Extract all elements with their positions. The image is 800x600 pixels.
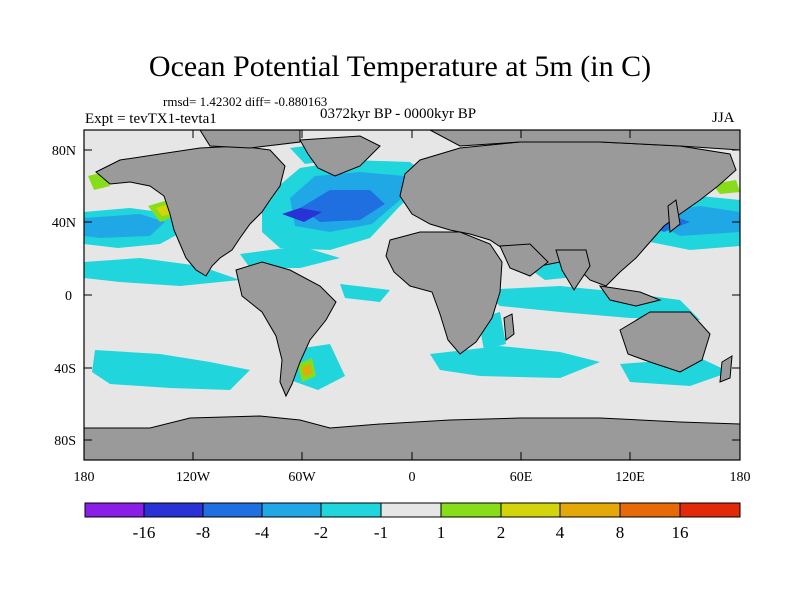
colorbar-bin	[679, 502, 741, 518]
colorbar-label: -8	[196, 523, 210, 542]
colorbar-bin	[202, 502, 263, 518]
plot-title: Ocean Potential Temperature at 5m (in C)	[148, 50, 652, 83]
anomaly-south-pacific-cool	[92, 350, 250, 390]
colorbar-label: -16	[133, 523, 156, 542]
land-japan	[667, 199, 681, 233]
land-madagascar	[503, 313, 515, 341]
land-india	[555, 249, 591, 291]
colorbar-bin	[559, 502, 621, 518]
lat-label-80n: 80N	[52, 144, 76, 159]
land-africa	[385, 231, 503, 355]
anomaly-south-indian-cool	[430, 346, 600, 378]
anomaly-tropical-pacific-cool	[84, 258, 240, 286]
land-arctic-canada	[199, 130, 301, 149]
colorbar-bin	[84, 502, 145, 518]
lat-label-0: 0	[65, 289, 72, 304]
colorbar-label: 2	[497, 523, 506, 542]
lon-axis	[83, 130, 741, 460]
colorbar-label: 4	[556, 523, 565, 542]
anomaly-equatorial-atlantic-cool	[340, 284, 390, 302]
map-panel	[84, 130, 740, 460]
land-south-america	[235, 261, 337, 398]
lat-label-40s: 40S	[54, 362, 76, 377]
experiment-label: Expt = tevTX1-tevta1	[85, 111, 217, 127]
colorbar	[84, 502, 741, 518]
anomaly-patagonia-hot	[302, 364, 312, 376]
colorbar-bin	[143, 502, 204, 518]
land-indonesia	[598, 285, 662, 307]
stats-text: rmsd= 1.42302 diff= -0.880163	[163, 94, 328, 109]
anomaly-layer	[84, 144, 740, 390]
colorbar-bin	[440, 502, 502, 518]
colorbar-label: 8	[616, 523, 625, 542]
land-greenland	[299, 135, 381, 177]
land-layer	[84, 130, 740, 460]
lon-label-0: 0	[409, 470, 416, 485]
anomaly-north-pacific-cooler	[84, 214, 165, 238]
anomaly-indian-ocean-cool	[480, 286, 700, 320]
lat-label-80s: 80S	[54, 434, 76, 449]
land-new-zealand	[719, 355, 733, 383]
colorbar-label: -2	[314, 523, 328, 542]
colorbar-label: -1	[374, 523, 388, 542]
period-label: 0372kyr BP - 0000kyr BP	[320, 106, 477, 122]
land-arctic-siberia	[429, 130, 740, 151]
land-antarctica	[84, 415, 740, 460]
colorbar-bin	[261, 502, 322, 518]
land-australia	[619, 311, 711, 373]
lon-label-60e: 60E	[510, 470, 533, 485]
colorbar-label: 1	[437, 523, 446, 542]
season-label: JJA	[712, 110, 735, 126]
land-arabia	[499, 243, 549, 277]
lon-label-120w: 120W	[176, 470, 211, 485]
anomaly-gulf-stream-coldest	[282, 208, 322, 222]
colorbar-label: 16	[672, 523, 689, 542]
colorbar-bin	[500, 502, 561, 518]
anomaly-tasman-cool	[620, 358, 730, 386]
colorbar-bin	[619, 502, 681, 518]
colorbar-bin	[320, 502, 382, 518]
colorbar-bin	[380, 502, 442, 518]
lon-label-180w: 180	[74, 470, 95, 485]
lat-label-40n: 40N	[52, 216, 76, 231]
colorbar-label: -4	[255, 523, 270, 542]
lon-label-120e: 120E	[615, 470, 645, 485]
lat-axis	[84, 149, 740, 441]
lon-label-60w: 60W	[288, 470, 316, 485]
lon-label-180e: 180	[730, 470, 751, 485]
anomaly-north-atlantic-cold	[300, 190, 385, 222]
